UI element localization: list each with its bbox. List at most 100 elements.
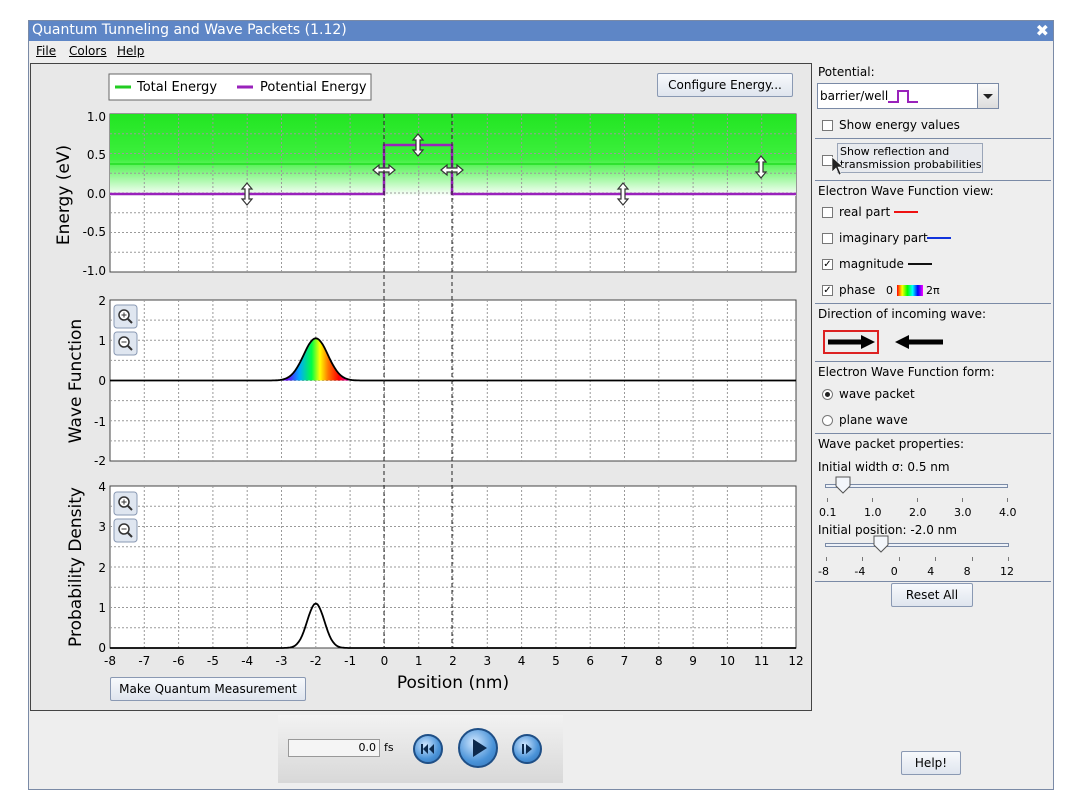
form-label: Electron Wave Function form: xyxy=(818,365,995,379)
slider-tick xyxy=(1008,557,1009,561)
reset-all-button[interactable]: Reset All xyxy=(891,583,973,607)
x-tick-label: 3 xyxy=(483,654,491,668)
prob-zoom-out-icon[interactable] xyxy=(113,518,138,543)
chevron-down-icon[interactable] xyxy=(977,84,998,108)
real-part-swatch xyxy=(894,211,918,213)
wave-ytick: -1 xyxy=(94,415,106,429)
divider xyxy=(815,361,1051,362)
plots-svg: Total Energy Potential Energy 1.0 0.5 0.… xyxy=(54,73,804,693)
legend-total-energy: Total Energy xyxy=(136,80,217,95)
drag-handle-icon[interactable] xyxy=(616,182,630,206)
position-slider[interactable] xyxy=(825,543,1009,547)
slider-tick xyxy=(898,557,900,561)
drag-handle-icon[interactable] xyxy=(754,155,768,179)
phase-label: phase xyxy=(839,283,876,297)
x-tick-label: 7 xyxy=(621,654,629,668)
menu-file[interactable]: File xyxy=(36,44,57,58)
x-tick-label: -8 xyxy=(104,654,116,668)
close-icon[interactable]: ✖ xyxy=(1035,21,1049,40)
x-tick-label: -4 xyxy=(241,654,253,668)
x-tick-label: -3 xyxy=(276,654,288,668)
slider-tick-label: 3.0 xyxy=(954,506,972,519)
divider xyxy=(815,138,1051,139)
wave-ytick: 0 xyxy=(98,374,106,388)
time-display: 0.0 xyxy=(288,739,380,757)
imaginary-part-swatch xyxy=(927,237,951,239)
energy-ytick: -0.5 xyxy=(83,225,106,239)
drag-handle-icon[interactable] xyxy=(411,133,425,157)
direction-right-button[interactable] xyxy=(823,330,879,354)
x-axis-label: Position (nm) xyxy=(397,673,509,693)
title-bar: Quantum Tunneling and Wave Packets (1.12… xyxy=(29,21,1053,41)
real-part-label: real part xyxy=(839,205,891,219)
phase-color-bar xyxy=(897,285,923,296)
slider-tick xyxy=(935,557,937,561)
x-tick-label: 0 xyxy=(381,654,389,668)
width-slider-thumb[interactable] xyxy=(835,476,853,496)
menu-help[interactable]: Help xyxy=(117,44,144,58)
slider-tick-label: 0 xyxy=(890,565,898,578)
prob-ylabel: Probability Density xyxy=(66,487,86,647)
step-forward-icon xyxy=(522,744,532,754)
packet-props-label: Wave packet properties: xyxy=(818,437,965,451)
slider-tick xyxy=(962,498,963,502)
magnitude-label: magnitude xyxy=(839,257,904,271)
make-measurement-button[interactable]: Make Quantum Measurement xyxy=(110,677,306,701)
phase-checkbox[interactable]: ✓ xyxy=(822,285,833,296)
potential-select[interactable]: barrier/well xyxy=(817,83,999,109)
app-window: Quantum Tunneling and Wave Packets (1.12… xyxy=(28,20,1054,790)
x-tick-label: 9 xyxy=(689,654,697,668)
show-energy-values-label: Show energy values xyxy=(839,118,960,132)
wave-packet-radio[interactable] xyxy=(822,389,833,400)
prob-zoom-in-icon[interactable] xyxy=(113,491,138,516)
x-tick-label: 8 xyxy=(655,654,663,668)
drag-handles xyxy=(240,133,768,206)
real-part-checkbox[interactable] xyxy=(822,207,833,218)
wave-function-plot: 2 1 0 -1 -2 Wave Function xyxy=(66,294,797,468)
magnitude-checkbox[interactable]: ✓ xyxy=(822,259,833,270)
wave-ytick: -2 xyxy=(94,454,106,468)
slider-tick-label: 8 xyxy=(963,565,971,578)
menu-colors-label: Colors xyxy=(69,44,107,58)
divider xyxy=(815,581,1051,582)
plane-wave-label: plane wave xyxy=(839,413,908,427)
probability-plot: 4 3 2 1 0 Probability Density xyxy=(66,480,797,655)
energy-plot: 1.0 0.5 0.0 -0.5 -1.0 Energy (eV) xyxy=(54,110,797,278)
restart-button[interactable] xyxy=(413,734,443,764)
control-panel: Potential: barrier/well Show energy valu… xyxy=(815,63,1053,775)
wave-view-label: Electron Wave Function view: xyxy=(818,184,994,198)
drag-handle-icon[interactable] xyxy=(240,182,254,206)
divider xyxy=(815,433,1051,434)
slider-tick xyxy=(872,498,873,502)
arrow-left-icon xyxy=(895,335,943,349)
configure-energy-button[interactable]: Configure Energy... xyxy=(657,73,793,97)
plane-wave-radio[interactable] xyxy=(822,415,833,426)
clock-controls: 0.0 fs xyxy=(278,715,563,783)
wave-zoom-out-icon[interactable] xyxy=(113,331,138,356)
slider-tick xyxy=(827,498,828,502)
imaginary-part-checkbox[interactable] xyxy=(822,233,833,244)
x-tick-label: 10 xyxy=(720,654,735,668)
slider-tick-label: -4 xyxy=(854,565,866,578)
menu-colors[interactable]: Colors xyxy=(69,44,107,58)
show-energy-values-checkbox[interactable] xyxy=(822,120,833,131)
play-button[interactable] xyxy=(458,728,498,768)
prob-ytick: 0 xyxy=(98,641,106,655)
x-tick-label: 1 xyxy=(415,654,423,668)
slider-tick-label: 4.0 xyxy=(999,506,1017,519)
x-tick-label: -5 xyxy=(207,654,219,668)
slider-tick-label: 2.0 xyxy=(909,506,927,519)
step-button[interactable] xyxy=(512,734,542,764)
x-tick-label: -6 xyxy=(173,654,185,668)
cursor-icon xyxy=(831,156,844,176)
direction-left-button[interactable] xyxy=(891,332,945,352)
wave-zoom-in-icon[interactable] xyxy=(113,304,138,329)
prob-ytick: 2 xyxy=(98,561,106,575)
x-tick-label: 5 xyxy=(552,654,560,668)
help-button[interactable]: Help! xyxy=(901,751,961,775)
show-reflection-label-1: Show reflection and xyxy=(840,145,950,158)
width-slider[interactable] xyxy=(825,484,1008,488)
width-label: Initial width σ: 0.5 nm xyxy=(818,460,950,474)
position-slider-thumb[interactable] xyxy=(873,535,891,555)
slider-tick-label: 1.0 xyxy=(864,506,882,519)
